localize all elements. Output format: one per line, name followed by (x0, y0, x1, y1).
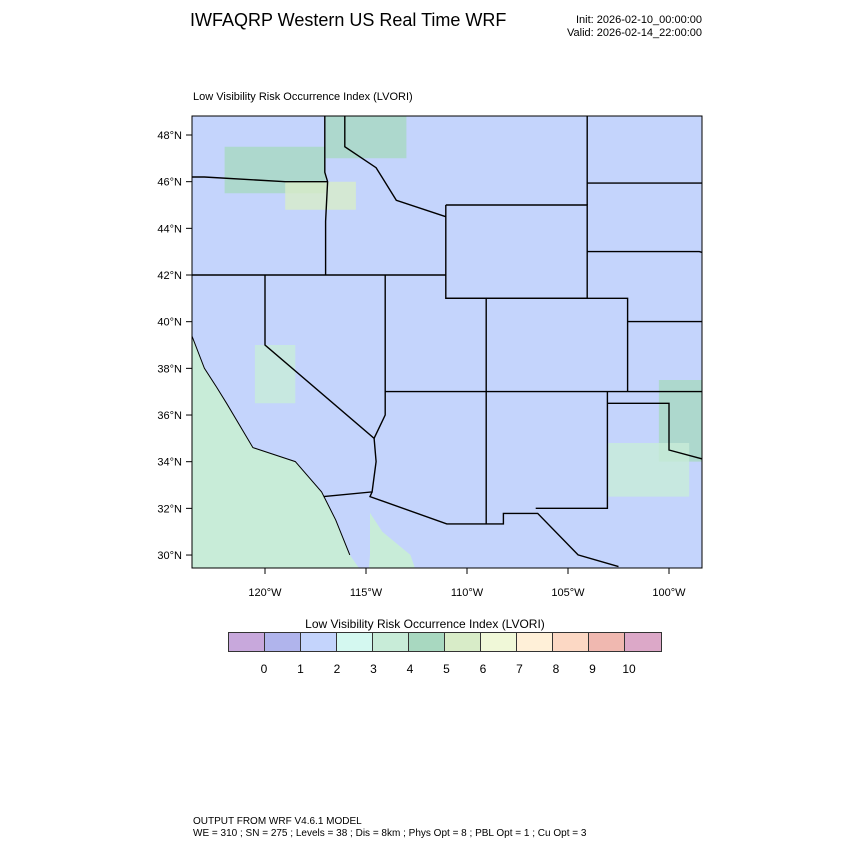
colorbar-box (337, 633, 373, 651)
colorbar-label: 2 (333, 662, 341, 676)
colorbar-title: Low Visibility Risk Occurrence Index (LV… (305, 617, 545, 631)
state-border (607, 402, 702, 460)
state-border (192, 176, 328, 183)
footer-config: WE = 310 ; SN = 275 ; Levels = 38 ; Dis … (193, 828, 587, 839)
colorbar-label: 1 (297, 662, 304, 676)
state-border (373, 275, 386, 439)
state-border (369, 491, 619, 568)
lon-tick-label: 100°W (652, 587, 686, 599)
colorbar-label: 9 (589, 662, 596, 676)
lat-tick-label: 40°N (157, 317, 182, 329)
lon-tick-label: 115°W (350, 587, 383, 599)
init-time: Init: 2026-02-10_00:00:00 (576, 14, 702, 26)
state-border (726, 112, 740, 240)
gulf-of-california (368, 512, 415, 568)
lat-tick-label: 38°N (157, 363, 182, 375)
lvori-patch (608, 443, 690, 497)
lvori-patch (254, 345, 296, 404)
lvori-map: 48°N 46°N 44°N 42°N 40°N 38°N 36°N 34°N 32°N 30°N… (157, 112, 740, 599)
colorbar-box (553, 633, 589, 651)
lon-tick-label: 120°W (248, 587, 282, 599)
colorbar-label: 10 (622, 662, 636, 676)
lvori-patch (325, 116, 407, 159)
colorbar-box (409, 633, 445, 651)
colorbar-box (625, 633, 661, 651)
lon-tick-label: 110°W (451, 587, 484, 599)
colorbar (228, 632, 662, 652)
colorbar-box (229, 633, 265, 651)
lat-tick-label: 30°N (157, 550, 182, 562)
footer-model: OUTPUT FROM WRF V4.6.1 MODEL (193, 816, 362, 827)
colorbar-label: 8 (552, 662, 560, 676)
lat-tick-label: 46°N (157, 177, 182, 189)
colorbar-label: 3 (370, 662, 377, 676)
colorbar-box (265, 633, 301, 651)
lat-tick-label: 42°N (157, 270, 182, 282)
valid-time: Valid: 2026-02-14_22:00:00 (567, 27, 702, 39)
lvori-patch (285, 181, 356, 210)
state-border (535, 391, 609, 509)
colorbar-label: 4 (406, 662, 414, 676)
colorbar-box (373, 633, 409, 651)
colorbar-box (301, 633, 337, 651)
state-border (587, 250, 702, 254)
map-subtitle: Low Visibility Risk Occurrence Index (LV… (193, 91, 413, 103)
colorbar-label: 7 (516, 662, 523, 676)
state-border (486, 297, 629, 392)
colorbar-box (481, 633, 517, 651)
lat-tick-label: 32°N (157, 503, 182, 515)
pacific-ocean (192, 336, 359, 568)
state-border (264, 275, 377, 498)
state-border (344, 116, 447, 218)
colorbar-label: 0 (260, 662, 268, 676)
colorbar-label: 5 (443, 662, 450, 676)
lat-tick-label: 48°N (157, 130, 182, 142)
coastline (192, 334, 351, 556)
lat-tick-label: 44°N (157, 223, 182, 235)
lat-tick-label: 36°N (157, 410, 182, 422)
colorbar-box (589, 633, 625, 651)
map-frame (191, 115, 703, 569)
state-border (324, 116, 329, 275)
lat-tick-label: 34°N (157, 457, 182, 469)
colorbar-label: 6 (479, 662, 487, 676)
colorbar-box (517, 633, 553, 651)
lon-tick-label: 105°W (551, 587, 585, 599)
colorbar-box (445, 633, 481, 651)
page-title: IWFAQRP Western US Real Time WRF (190, 10, 507, 30)
